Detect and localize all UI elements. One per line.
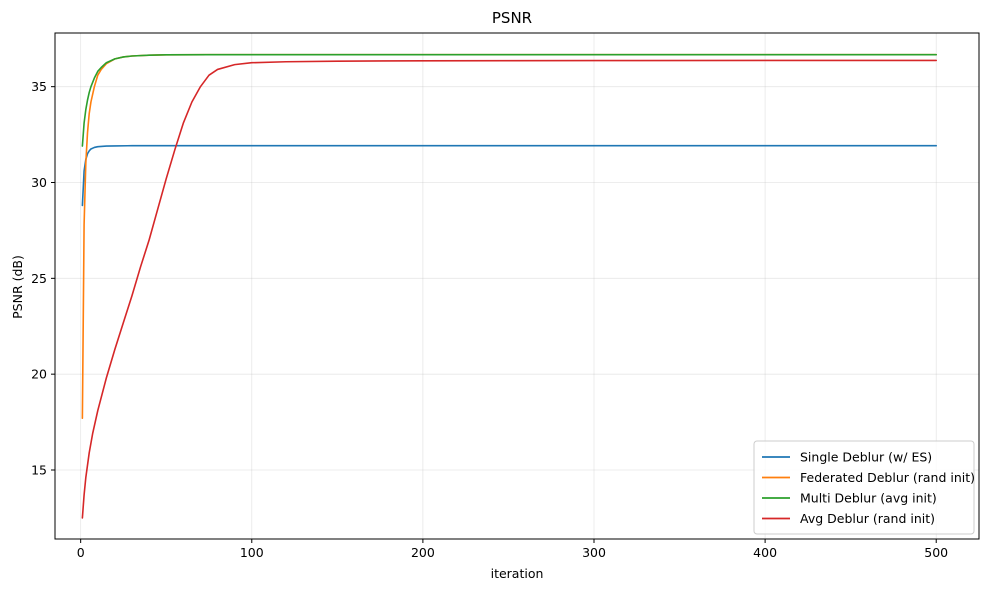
x-tick-label: 0 <box>77 545 85 560</box>
x-tick-label: 200 <box>411 545 435 560</box>
series-line-3 <box>81 59 938 519</box>
plot-frame <box>54 32 980 540</box>
legend: Single Deblur (w/ ES) Federated Deblur (r… <box>753 440 975 535</box>
x-axis-title: iteration <box>491 566 544 581</box>
series-line-2 <box>81 53 938 147</box>
x-tick-label: 300 <box>582 545 606 560</box>
legend-label-3: Avg Deblur (rand init) <box>800 511 935 526</box>
y-tick-label: 15 <box>31 463 47 478</box>
chart-title: PSNR <box>492 9 532 27</box>
series-layer <box>81 53 938 519</box>
legend-label-0: Single Deblur (w/ ES) <box>800 450 932 465</box>
y-tick-label: 25 <box>31 271 47 286</box>
legend-label-2: Multi Deblur (avg init) <box>800 491 937 506</box>
y-tick-label: 30 <box>31 175 47 190</box>
legend-box <box>753 440 975 535</box>
legend-label-1: Federated Deblur (rand init) <box>800 470 975 485</box>
y-axis-title: PSNR (dB) <box>10 255 25 319</box>
x-tick-label: 500 <box>924 545 948 560</box>
y-tick-label: 35 <box>31 79 47 94</box>
x-tick-label: 400 <box>753 545 777 560</box>
ticks-layer: 0 100 200 300 400 500 15 20 25 30 35 <box>31 79 948 560</box>
y-tick-label: 20 <box>31 367 47 382</box>
x-tick-label: 100 <box>240 545 264 560</box>
